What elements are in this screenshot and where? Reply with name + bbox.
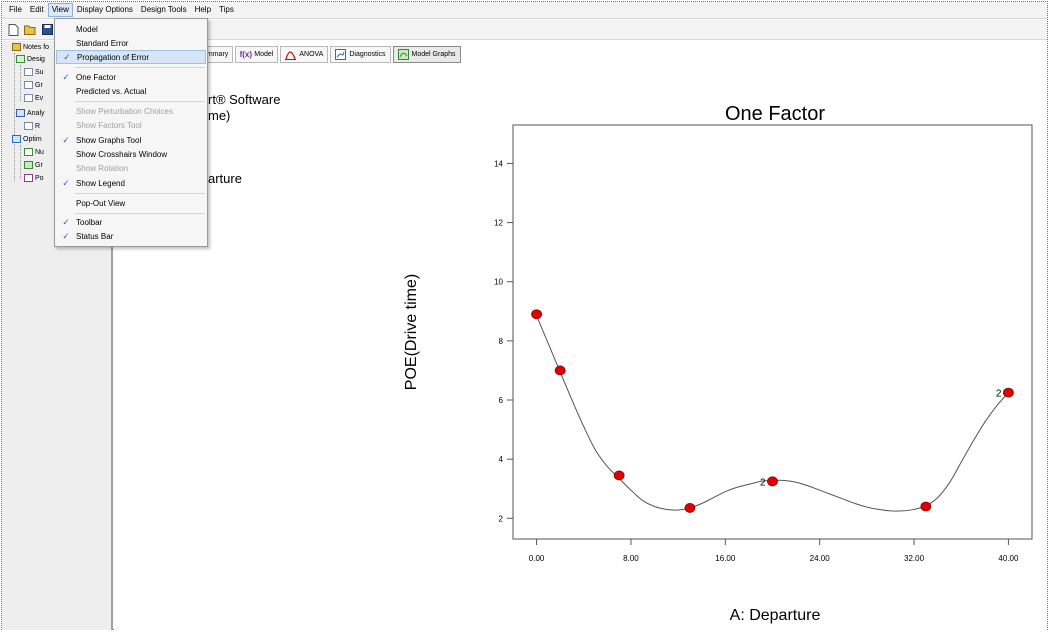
- design-icon: [16, 55, 25, 63]
- summary-icon: [24, 68, 33, 76]
- menu-item-toolbar[interactable]: ✓ Toolbar: [56, 215, 206, 229]
- analysis-icon: [16, 109, 25, 117]
- menu-item-standard-error[interactable]: Standard Error: [76, 38, 129, 48]
- view-menu-dropdown: Model Standard Error ✓ Propagation of Err…: [54, 18, 208, 247]
- point-count-label: 2: [996, 389, 1002, 400]
- x-axis-label: A: Departure: [730, 607, 821, 624]
- menu-item-show-crosshairs-window[interactable]: Show Crosshairs Window: [76, 149, 168, 159]
- response-icon: [24, 122, 33, 130]
- chart-title: One Factor: [725, 103, 825, 125]
- x-tick-label: 16.00: [715, 554, 736, 563]
- numerical-icon: [24, 148, 33, 156]
- evaluation-icon: [24, 94, 33, 102]
- check-icon: ✓: [62, 71, 70, 82]
- check-icon: ✓: [62, 177, 70, 188]
- x-tick-label: 32.00: [904, 554, 925, 563]
- check-icon: ✓: [62, 134, 70, 145]
- toolbar: [2, 20, 1047, 40]
- tree-node-design-graph[interactable]: Gr: [24, 81, 43, 89]
- x-tick-label: 0.00: [529, 554, 545, 563]
- tree-node-optimization[interactable]: Optim: [12, 135, 42, 143]
- data-point: [1003, 387, 1014, 398]
- data-point: [920, 501, 932, 512]
- tab-model-graphs[interactable]: Model Graphs: [392, 46, 461, 63]
- tree-node-design[interactable]: Desig: [16, 55, 45, 63]
- menu-display-options[interactable]: Display Options: [76, 5, 133, 14]
- main-content: [114, 41, 1047, 630]
- graph-icon: [24, 81, 33, 89]
- y-tick-label: 10: [494, 278, 503, 287]
- menu-item-show-factors-tool: Show Factors Tool: [76, 120, 142, 130]
- tree-node-design-summary[interactable]: Su: [24, 68, 44, 76]
- open-folder-icon[interactable]: [23, 23, 37, 37]
- data-point: [684, 503, 696, 513]
- analysis-tabs: ummary f(x) Model ANOVA Diagnostics Mode…: [198, 46, 461, 64]
- anova-icon: [285, 49, 297, 60]
- y-tick-label: 4: [499, 455, 504, 464]
- check-icon: ✓: [62, 216, 70, 227]
- plot-area: [512, 124, 1033, 540]
- check-icon: ✓: [63, 51, 71, 62]
- one-factor-chart: One Factor 2 4 6 8 10 12 14 0.00 8.00 16.00 24.00…: [403, 103, 1033, 624]
- check-icon: ✓: [62, 230, 70, 241]
- menu-item-model[interactable]: Model: [76, 24, 98, 34]
- menu-item-pop-out-view[interactable]: Pop-Out View: [76, 198, 126, 208]
- tab-model[interactable]: f(x) Model: [235, 46, 279, 63]
- folder-icon: [12, 43, 21, 51]
- x-tick-label: 8.00: [623, 554, 639, 563]
- menu-item-propagation-of-error[interactable]: ✓ Propagation of Error: [56, 50, 206, 64]
- tree-node-optimization-graphical[interactable]: Gr: [24, 161, 43, 169]
- optimization-icon: [12, 135, 21, 143]
- menu-help[interactable]: Help: [194, 5, 212, 14]
- save-icon[interactable]: [40, 23, 54, 37]
- fx-icon: f(x): [239, 50, 253, 59]
- tree-node-analysis[interactable]: Analy: [16, 109, 45, 117]
- menu-item-predicted-vs-actual[interactable]: Predicted vs. Actual: [76, 86, 147, 96]
- tree-node-design-evaluation[interactable]: Ev: [24, 94, 43, 102]
- menu-item-one-factor[interactable]: ✓ One Factor: [56, 70, 206, 84]
- menu-tips[interactable]: Tips: [219, 5, 234, 14]
- y-axis-label: POE(Drive time): [403, 274, 420, 390]
- y-tick-label: 2: [499, 514, 504, 523]
- tree-node-analysis-response[interactable]: R: [24, 122, 40, 130]
- y-tick-label: 6: [499, 396, 504, 405]
- menu-bar: File Edit View Display Options Design To…: [2, 2, 1047, 19]
- menu-item-show-rotation: Show Rotation: [76, 163, 129, 173]
- tab-anova[interactable]: ANOVA: [280, 46, 329, 63]
- tree-node-optimization-numerical[interactable]: Nu: [24, 148, 44, 156]
- x-tick-label: 24.00: [810, 554, 831, 563]
- tab-diagnostics[interactable]: Diagnostics: [330, 46, 391, 63]
- tree-node-notes[interactable]: Notes fo: [12, 43, 49, 51]
- menu-view[interactable]: View: [47, 3, 73, 17]
- model-graphs-icon: [397, 49, 409, 60]
- graphical-icon: [24, 161, 33, 169]
- data-point: [554, 365, 566, 376]
- software-label: rt® Software: [208, 92, 281, 107]
- menu-file[interactable]: File: [9, 5, 22, 14]
- y-tick-label: 12: [494, 219, 503, 228]
- y-tick-label: 8: [499, 337, 504, 346]
- factor-label: arture: [208, 171, 242, 186]
- tree-node-optimization-point[interactable]: Po: [24, 174, 44, 182]
- menu-edit[interactable]: Edit: [29, 5, 44, 14]
- x-tick-label: 40.00: [998, 554, 1019, 563]
- data-point: [613, 470, 625, 481]
- diagnostics-icon: [335, 49, 347, 60]
- point-prediction-icon: [24, 174, 33, 182]
- point-count-label: 2: [760, 477, 766, 488]
- menu-item-status-bar[interactable]: ✓ Status Bar: [56, 229, 206, 243]
- menu-item-show-perturbation-choices: Show Perturbation Choices: [76, 106, 173, 116]
- menu-design-tools[interactable]: Design Tools: [140, 5, 187, 14]
- menu-item-show-legend[interactable]: ✓ Show Legend: [56, 176, 206, 190]
- y-tick-label: 14: [494, 159, 503, 168]
- data-point: [767, 476, 778, 487]
- data-point: [531, 309, 542, 320]
- menu-item-show-graphs-tool[interactable]: ✓ Show Graphs Tool: [56, 133, 206, 147]
- new-file-icon[interactable]: [6, 23, 20, 37]
- response-label: me): [208, 108, 231, 123]
